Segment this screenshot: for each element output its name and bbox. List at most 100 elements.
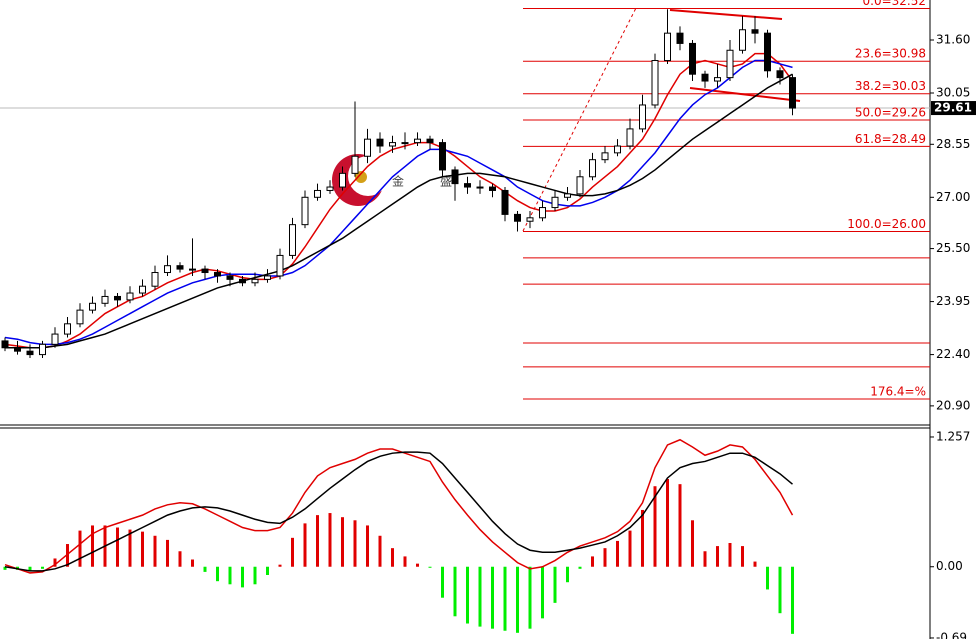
y-tick-label: 27.00 <box>936 190 970 204</box>
histogram-bar <box>278 564 282 567</box>
candle-body <box>564 193 571 198</box>
candle-body <box>726 49 734 79</box>
candle-body <box>626 128 634 147</box>
candle-body <box>389 142 396 147</box>
histogram-bar <box>266 566 269 575</box>
candle-body <box>251 278 259 284</box>
histogram-bar <box>716 546 719 567</box>
histogram-bar <box>453 566 457 617</box>
indicator-line <box>4 451 793 572</box>
histogram-bar <box>741 546 744 567</box>
histogram-bar <box>153 535 157 567</box>
candle-body <box>639 104 646 130</box>
candle-body <box>226 275 234 280</box>
histogram-bar <box>566 566 569 583</box>
histogram-bar <box>753 561 757 567</box>
histogram-bar <box>116 527 119 567</box>
candle-body <box>301 196 309 226</box>
candle-body <box>289 224 296 256</box>
candle-body <box>189 268 196 271</box>
histogram-bar <box>191 559 194 567</box>
histogram-bar <box>503 566 507 631</box>
candle-body <box>714 77 721 82</box>
last-price-label: 29.61 <box>934 101 972 115</box>
indicator-line <box>4 438 794 574</box>
candle-body <box>526 217 534 222</box>
y-tick-label: 20.90 <box>936 398 970 412</box>
histogram-bar <box>378 535 382 567</box>
histogram-bar <box>403 556 407 567</box>
y-tick-label: 22.40 <box>936 347 970 361</box>
histogram-bar <box>328 513 332 567</box>
candle-body <box>414 138 421 144</box>
y-tick-label: 1.257 <box>936 429 970 443</box>
y-tick-label: 25.50 <box>936 241 970 255</box>
histogram-bar <box>591 556 594 567</box>
logo-dot <box>355 171 367 183</box>
histogram-bar <box>141 531 144 567</box>
histogram-bar <box>341 517 344 567</box>
fib-label: 176.4=% <box>870 385 926 399</box>
candle-body <box>539 207 546 219</box>
indicator-line <box>4 59 793 346</box>
candle-body <box>126 292 134 301</box>
candle-body <box>339 172 346 188</box>
histogram-bar <box>366 525 369 567</box>
candle-body <box>114 295 121 301</box>
candle-body <box>314 189 321 198</box>
histogram-bar <box>478 566 482 627</box>
histogram-bar <box>3 566 7 570</box>
candle-body <box>514 213 521 222</box>
candle-body <box>14 347 21 352</box>
candle-body <box>51 333 59 345</box>
indicator-line <box>4 52 794 349</box>
histogram-bar <box>291 537 294 567</box>
candle-body <box>364 138 371 157</box>
trend-line <box>689 87 801 102</box>
histogram-bar <box>353 520 357 567</box>
candle-body <box>451 169 459 185</box>
histogram-bar <box>316 515 319 567</box>
y-tick-label: -0.69 <box>936 630 967 639</box>
histogram-bar <box>216 566 219 582</box>
candle-body <box>689 42 696 75</box>
candle-body <box>751 29 759 34</box>
histogram-bar <box>303 523 307 567</box>
histogram-bar <box>178 551 182 567</box>
y-tick-label: 30.05 <box>936 86 970 100</box>
candle-body <box>64 323 71 335</box>
histogram-bar <box>441 566 444 598</box>
candle-body <box>376 138 384 147</box>
histogram-bar <box>66 544 69 567</box>
candle-body <box>576 176 584 195</box>
candle-body <box>439 142 446 171</box>
histogram-bar <box>666 478 669 567</box>
histogram-bar <box>678 484 682 567</box>
candle-body <box>351 155 359 174</box>
candle-body <box>151 272 159 287</box>
histogram-bar <box>428 566 432 568</box>
candle-body <box>276 254 284 277</box>
y-tick-label: 28.55 <box>936 137 970 151</box>
histogram-bar <box>778 566 782 614</box>
histogram-bar <box>253 566 257 585</box>
fib-label: 0.0=32.52 <box>863 0 927 8</box>
candle-body <box>789 77 796 109</box>
candle-body <box>764 32 771 72</box>
histogram-bar <box>703 551 707 567</box>
histogram-bar <box>41 566 44 569</box>
histogram-bar <box>728 542 732 567</box>
histogram-bar <box>28 566 32 571</box>
histogram-bar <box>53 558 57 567</box>
fib-label: 61.8=28.49 <box>855 132 926 146</box>
histogram-bar <box>766 566 769 590</box>
candle-body <box>264 275 271 280</box>
candle-body <box>176 265 184 270</box>
candle-body <box>501 189 509 215</box>
histogram-bar <box>166 539 169 567</box>
histogram-bar <box>78 530 82 567</box>
histogram-bar <box>641 509 644 567</box>
